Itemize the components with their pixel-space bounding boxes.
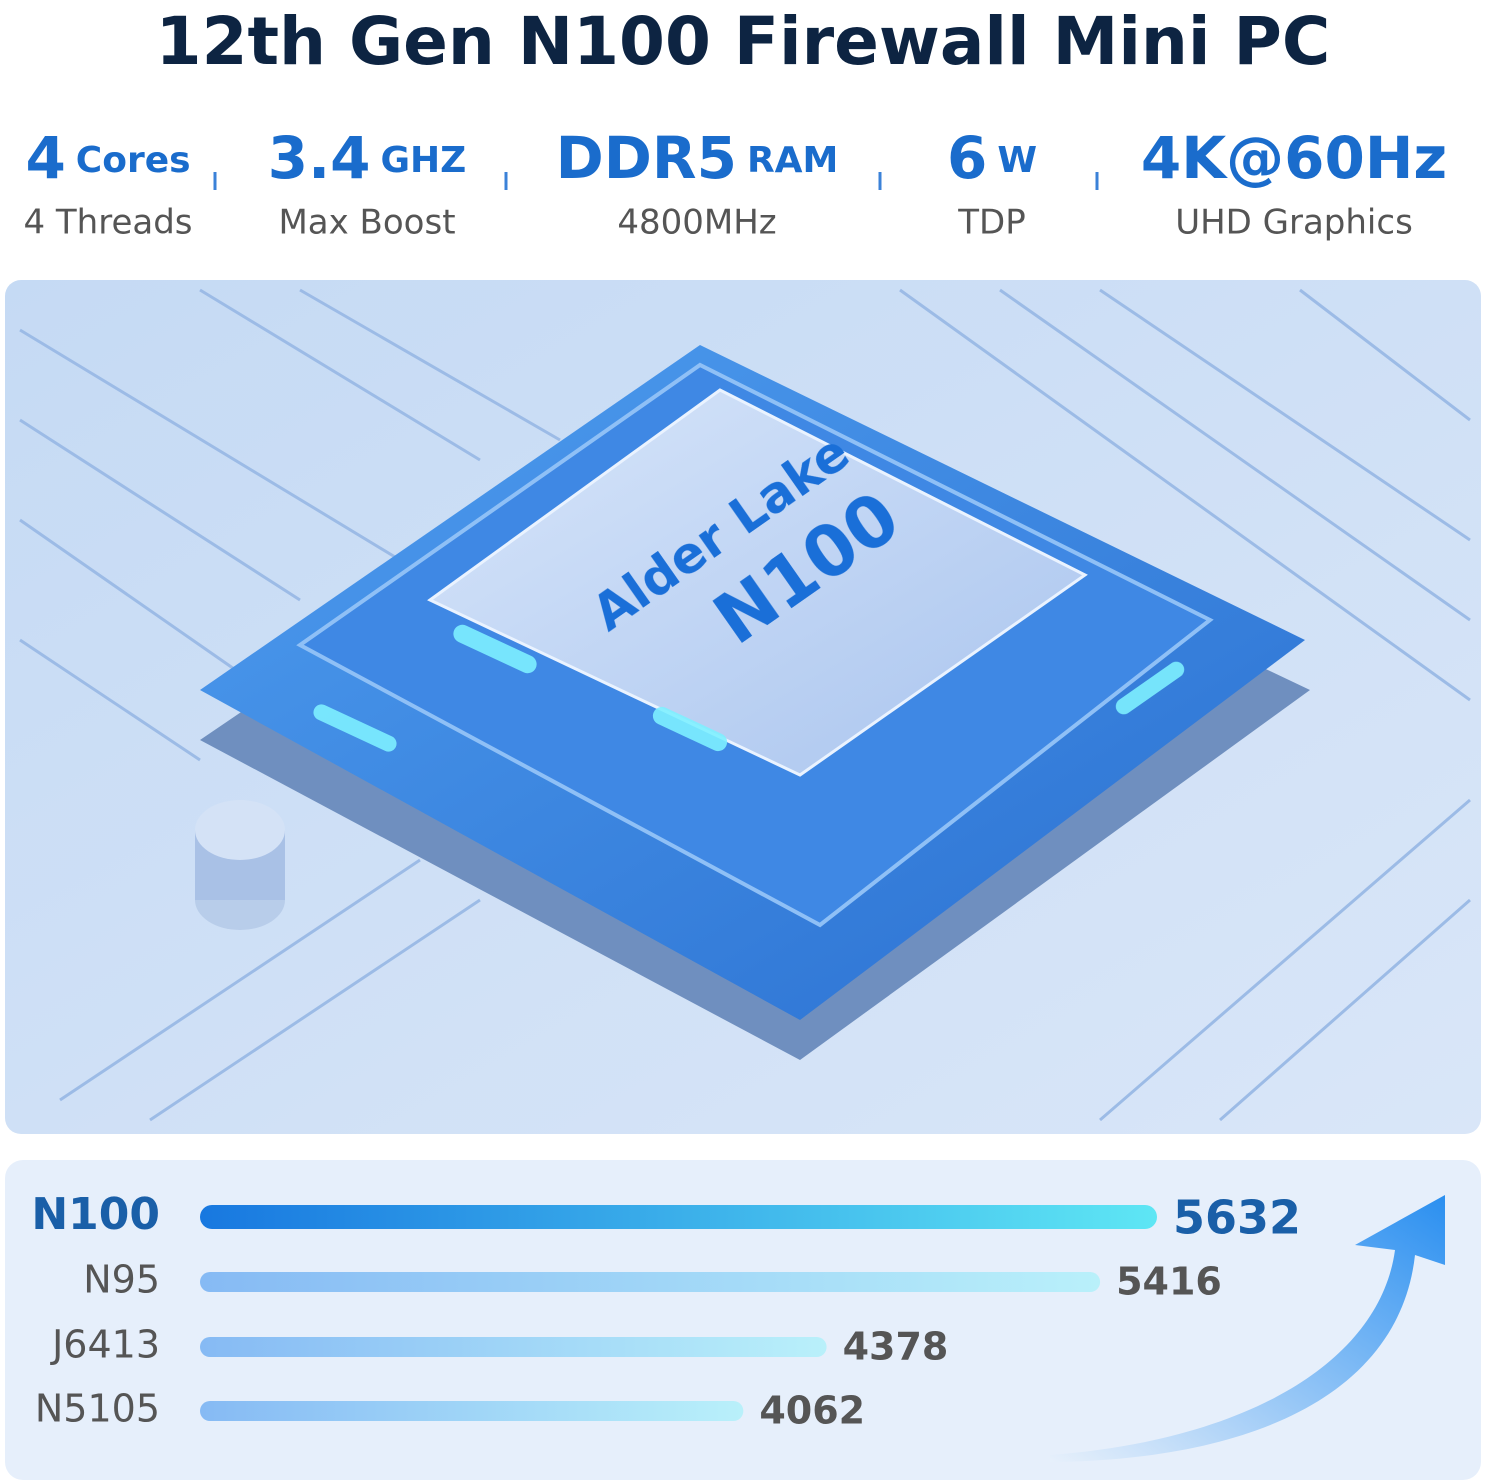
spec-row: 4 Cores 4 Threads 3.4 GHZ Max Boost DDR5 RAM 480… xyxy=(23,124,1447,242)
benchmark-panel xyxy=(5,1160,1481,1480)
bar xyxy=(200,1337,827,1357)
value-label: 4062 xyxy=(759,1389,865,1433)
spec-number: 6 xyxy=(947,124,987,192)
spec-value: 4K@60Hz xyxy=(1141,124,1447,192)
bar-label: N5105 xyxy=(35,1387,160,1431)
spec-caption: TDP xyxy=(957,203,1025,243)
bar-label: N95 xyxy=(83,1258,160,1302)
spec-value: DDR5 RAM xyxy=(556,124,839,192)
spec-unit: RAM xyxy=(747,140,838,181)
spec-unit: W xyxy=(997,140,1037,181)
benchmark-chart: N100 5632 N95 5416 J6413 4378 N5105 4062 xyxy=(31,1189,1301,1433)
chip: Alder Lake N100 xyxy=(195,345,1310,1060)
up-arrow xyxy=(1050,1195,1445,1462)
spec-number: 4K@60Hz xyxy=(1141,124,1447,192)
circuit-traces xyxy=(19,288,1471,1122)
spec-unit: GHZ xyxy=(380,140,466,181)
spec-number: DDR5 xyxy=(556,124,737,192)
spec-caption: 4 Threads xyxy=(23,203,192,243)
value-label: 5632 xyxy=(1173,1191,1301,1245)
bar xyxy=(200,1272,1101,1292)
value-label: 4378 xyxy=(843,1325,949,1369)
spec-unit: Cores xyxy=(76,140,191,181)
spec-number: 3.4 xyxy=(268,124,371,192)
value-label: 5416 xyxy=(1116,1260,1222,1304)
spec-number: 4 xyxy=(25,124,65,192)
spec-caption: UHD Graphics xyxy=(1175,203,1413,243)
title: 12th Gen N100 Firewall Mini PC xyxy=(156,3,1331,80)
spec-value: 3.4 GHZ xyxy=(268,124,467,192)
bar xyxy=(200,1205,1157,1229)
bar-label: N100 xyxy=(31,1189,160,1240)
bar xyxy=(200,1401,744,1421)
spec-value: 4 Cores xyxy=(25,124,190,192)
spec-caption: 4800MHz xyxy=(617,203,776,243)
spec-caption: Max Boost xyxy=(278,203,455,243)
bar-label: J6413 xyxy=(50,1323,160,1367)
